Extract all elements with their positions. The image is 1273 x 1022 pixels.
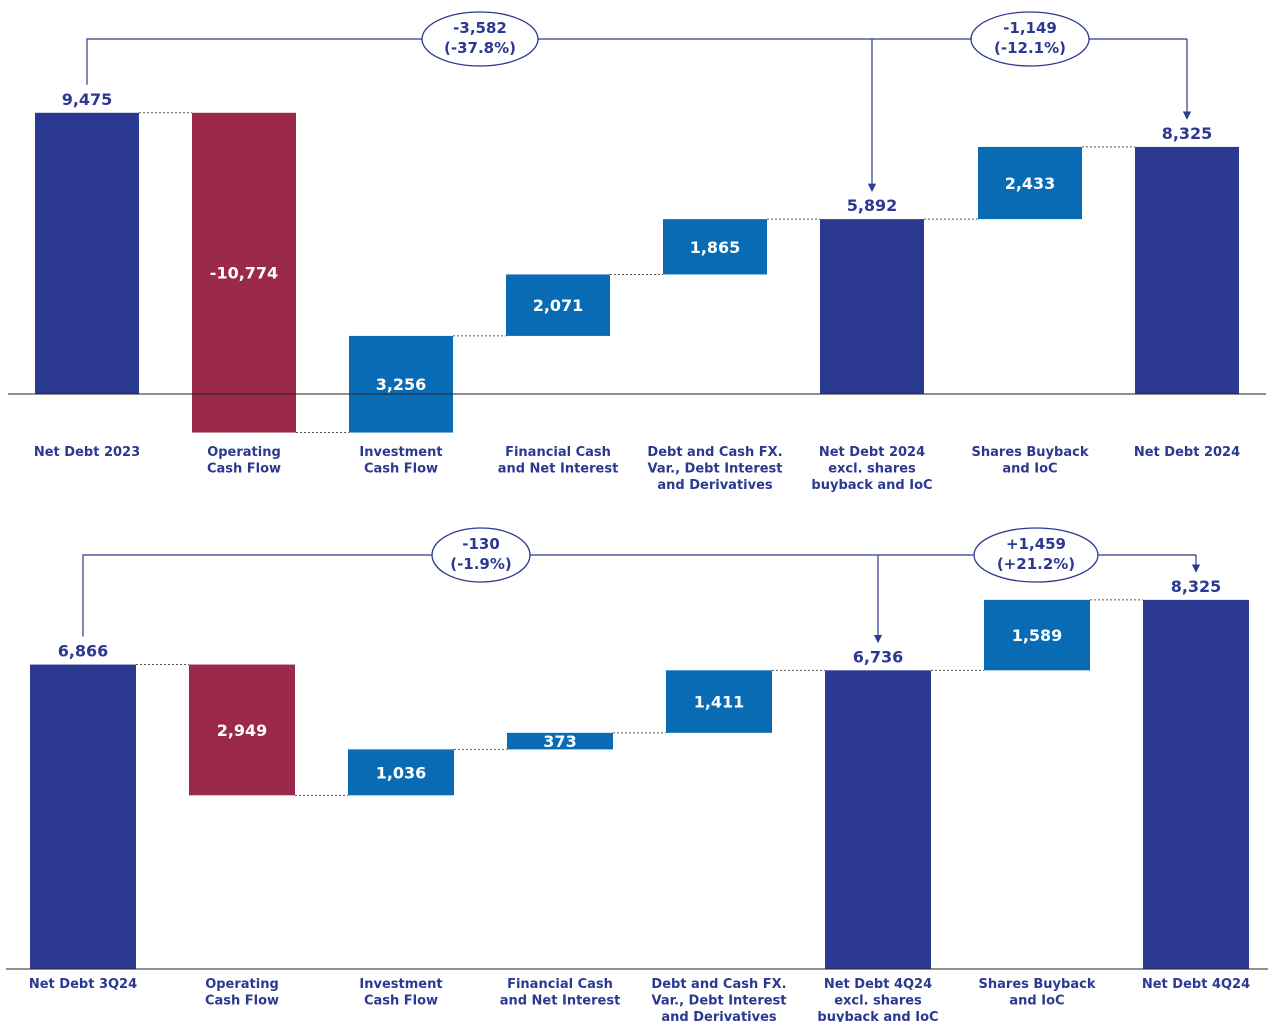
value-label-1-6: 5,892 bbox=[847, 196, 898, 215]
category-label-2-2-2: Cash Flow bbox=[205, 994, 279, 1009]
variation-bubble-1-1 bbox=[421, 11, 539, 67]
bar-1-5 bbox=[663, 219, 767, 275]
bar-1-8 bbox=[1135, 146, 1239, 394]
bar-2-5 bbox=[666, 670, 772, 733]
category-label-1-3-2: Cash Flow bbox=[364, 462, 438, 477]
category-label-1-5-1: Debt and Cash FX. bbox=[647, 445, 782, 460]
value-label-2-6: 6,736 bbox=[853, 647, 904, 666]
category-label-2-6-3: buyback and IoC bbox=[817, 1010, 938, 1022]
category-label-1-4-1: Financial Cash bbox=[505, 445, 611, 460]
value-label-1-1: 9,475 bbox=[62, 90, 113, 109]
category-label-2-8-1: Net Debt 4Q24 bbox=[1142, 977, 1250, 992]
category-label-1-6-2: excl. shares bbox=[828, 462, 916, 477]
category-label-1-7-2: and IoC bbox=[1002, 462, 1057, 477]
variation-amount-1-2: -1,149 bbox=[1003, 19, 1057, 37]
bar-2-8 bbox=[1143, 599, 1249, 969]
value-label-2-3: 1,036 bbox=[376, 763, 427, 782]
variation-amount-2-1: -130 bbox=[462, 535, 500, 553]
category-label-1-3-1: Investment bbox=[359, 445, 442, 460]
bar-1-1 bbox=[35, 112, 139, 395]
value-label-2-5: 1,411 bbox=[694, 693, 745, 712]
category-label-1-2-1: Operating bbox=[207, 445, 281, 460]
bar-2-3 bbox=[348, 749, 454, 796]
bar-1-4 bbox=[506, 274, 610, 336]
value-label-2-8: 8,325 bbox=[1171, 577, 1222, 596]
variation-amount-1-1: -3,582 bbox=[453, 19, 507, 37]
category-label-2-6-1: Net Debt 4Q24 bbox=[824, 977, 932, 992]
variation-percent-2-1: (-1.9%) bbox=[450, 555, 512, 573]
category-label-1-5-2: Var., Debt Interest bbox=[647, 462, 782, 477]
variation-percent-2-2: (+21.2%) bbox=[997, 555, 1075, 573]
variation-bubble-2-2 bbox=[973, 527, 1099, 583]
category-label-2-3-1: Investment bbox=[359, 977, 442, 992]
value-label-2-4: 373 bbox=[543, 732, 576, 751]
bar-1-6 bbox=[820, 219, 924, 394]
category-label-2-5-2: Var., Debt Interest bbox=[651, 994, 786, 1009]
value-label-2-2: 2,949 bbox=[217, 721, 268, 740]
value-label-1-7: 2,433 bbox=[1005, 174, 1056, 193]
category-label-1-8-1: Net Debt 2024 bbox=[1134, 445, 1240, 460]
bar-2-6 bbox=[825, 670, 931, 969]
category-label-2-6-2: excl. shares bbox=[834, 994, 922, 1009]
category-label-2-7-2: and IoC bbox=[1009, 994, 1064, 1009]
bar-2-4 bbox=[507, 732, 613, 750]
category-label-1-4-2: and Net Interest bbox=[498, 462, 619, 477]
value-label-1-3: 3,256 bbox=[376, 375, 427, 394]
category-label-2-4-1: Financial Cash bbox=[507, 977, 613, 992]
category-label-2-5-1: Debt and Cash FX. bbox=[651, 977, 786, 992]
category-label-2-1-1: Net Debt 3Q24 bbox=[29, 977, 137, 992]
variation-percent-1-1: (-37.8%) bbox=[444, 39, 516, 57]
bar-1-7 bbox=[978, 146, 1082, 220]
bar-1-3 bbox=[349, 335, 453, 433]
bracket-line-1-1 bbox=[86, 38, 872, 85]
category-label-2-2-1: Operating bbox=[205, 977, 279, 992]
variation-amount-2-2: +1,459 bbox=[1006, 535, 1066, 553]
bar-2-2 bbox=[189, 664, 295, 796]
value-label-2-1: 6,866 bbox=[58, 642, 109, 661]
value-label-2-7: 1,589 bbox=[1012, 626, 1063, 645]
category-label-1-6-3: buyback and IoC bbox=[811, 478, 932, 493]
variation-bubble-2-1 bbox=[431, 527, 531, 583]
value-label-1-2: -10,774 bbox=[210, 264, 278, 283]
bar-2-7 bbox=[984, 599, 1090, 671]
category-label-1-5-3: and Derivatives bbox=[657, 478, 773, 493]
value-label-1-5: 1,865 bbox=[690, 238, 741, 257]
category-label-1-1-1: Net Debt 2023 bbox=[34, 445, 140, 460]
category-label-1-2-2: Cash Flow bbox=[207, 462, 281, 477]
category-label-2-5-3: and Derivatives bbox=[661, 1010, 777, 1022]
category-label-2-7-1: Shares Buyback bbox=[979, 977, 1096, 992]
category-label-1-6-1: Net Debt 2024 bbox=[819, 445, 925, 460]
category-label-2-4-2: and Net Interest bbox=[500, 994, 621, 1009]
variation-percent-1-2: (-12.1%) bbox=[994, 39, 1066, 57]
category-label-1-7-1: Shares Buyback bbox=[972, 445, 1089, 460]
bar-1-2 bbox=[192, 112, 296, 433]
category-label-2-3-2: Cash Flow bbox=[364, 994, 438, 1009]
bracket-line-2-1 bbox=[82, 554, 878, 637]
variation-bubble-1-2 bbox=[970, 11, 1090, 67]
value-label-1-4: 2,071 bbox=[533, 296, 584, 315]
bar-2-1 bbox=[30, 664, 136, 969]
value-label-1-8: 8,325 bbox=[1162, 124, 1213, 143]
